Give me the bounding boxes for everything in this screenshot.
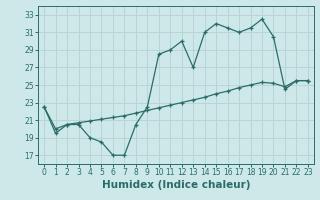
X-axis label: Humidex (Indice chaleur): Humidex (Indice chaleur): [102, 180, 250, 190]
